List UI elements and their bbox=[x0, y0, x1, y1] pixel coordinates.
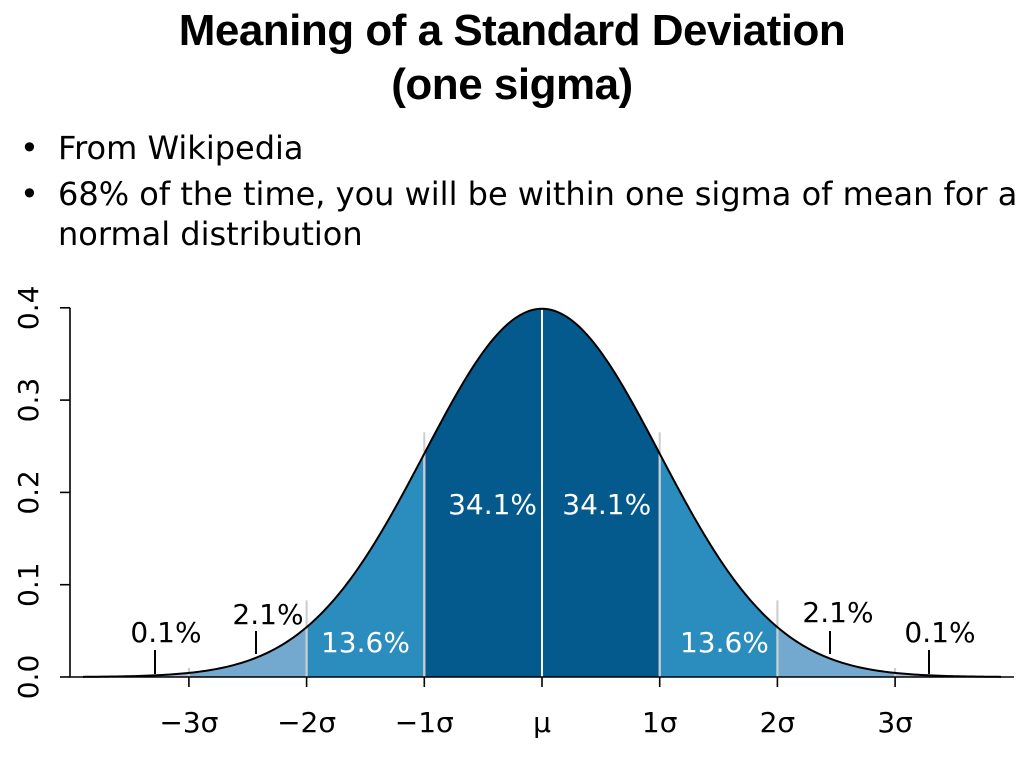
x-tick-label: −1σ bbox=[395, 706, 454, 739]
region-label: 13.6% bbox=[680, 626, 769, 659]
y-tick-label: 0.0 bbox=[12, 655, 45, 700]
bullet-dot-icon: • bbox=[20, 175, 39, 213]
bullet-list: • From Wikipedia • 68% of the time, you … bbox=[18, 128, 1018, 260]
slide-title-line-1: Meaning of a Standard Deviation bbox=[178, 6, 846, 55]
x-tick-label: 2σ bbox=[760, 706, 796, 739]
tail-region-right bbox=[895, 672, 1002, 677]
slide-title-line-2: (one sigma) bbox=[391, 60, 633, 109]
density-curve bbox=[82, 307, 1002, 678]
bullet-text: From Wikipedia bbox=[58, 129, 304, 167]
bullet-dot-icon: • bbox=[20, 129, 39, 167]
bullet-item: • 68% of the time, you will be within on… bbox=[18, 174, 1018, 254]
y-tick-label: 0.4 bbox=[12, 286, 45, 331]
region-label-2-1-left: 2.1% bbox=[232, 598, 303, 631]
y-tick-label: 0.3 bbox=[12, 378, 45, 423]
chart-axes: 0.0 0.1 0.2 0.3 0.4 −3σ −2σ −1σ μ 1σ 2σ 3σ bbox=[12, 286, 1014, 739]
chart-labels: 13.6% 34.1% 34.1% 13.6% 2.1% 2.1% 0.1% 0.1% bbox=[130, 488, 976, 674]
chart-dividers bbox=[187, 308, 897, 677]
y-tick-label: 0.1 bbox=[12, 562, 45, 607]
tail-label-left: 0.1% bbox=[130, 616, 201, 649]
tail-label-right: 0.1% bbox=[904, 616, 975, 649]
region-label: 13.6% bbox=[321, 626, 410, 659]
region-0 bbox=[188, 627, 307, 677]
slide-title: Meaning of a Standard Deviation (one sig… bbox=[0, 4, 1024, 112]
region-label-2-1-right: 2.1% bbox=[802, 596, 873, 629]
x-tick-label: μ bbox=[533, 706, 551, 739]
region-label: 34.1% bbox=[448, 488, 537, 521]
y-tick-label: 0.2 bbox=[12, 470, 45, 515]
region-label: 34.1% bbox=[562, 488, 651, 521]
x-tick-label: −3σ bbox=[159, 706, 218, 739]
x-tick-label: 1σ bbox=[642, 706, 678, 739]
normal-distribution-chart: 0.0 0.1 0.2 0.3 0.4 −3σ −2σ −1σ μ 1σ 2σ 3σ 13.6% 34.… bbox=[12, 286, 1014, 739]
bullet-item: • From Wikipedia bbox=[18, 128, 1018, 168]
x-tick-label: 3σ bbox=[877, 706, 913, 739]
x-tick-label: −2σ bbox=[277, 706, 336, 739]
tail-region-left bbox=[82, 672, 189, 677]
bullet-text: 68% of the time, you will be within one … bbox=[58, 175, 1018, 253]
region-5 bbox=[777, 627, 896, 677]
